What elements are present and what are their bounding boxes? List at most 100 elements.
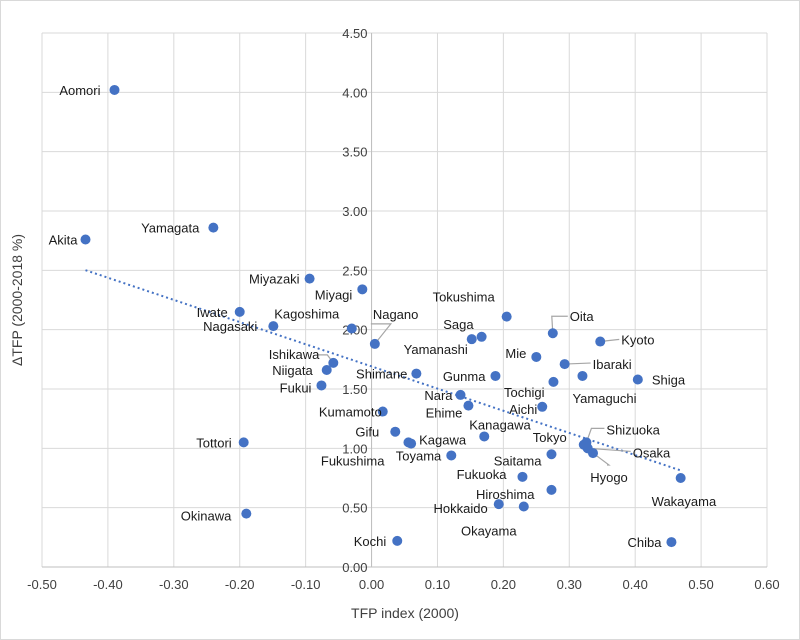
leader-line <box>551 315 568 334</box>
y-tick-label: 3.50 <box>342 145 367 160</box>
data-label-mie: Mie <box>505 346 526 361</box>
data-label-hiroshima: Hiroshima <box>476 487 535 502</box>
data-label-kagoshima: Kagoshima <box>274 306 340 321</box>
data-point-nagasaki <box>268 321 279 332</box>
data-label-shimane: Shimane <box>356 367 407 382</box>
data-label-shizuoka: Shizuoka <box>606 422 660 437</box>
x-tick-label: 0.30 <box>557 577 582 592</box>
x-tick-label: -0.50 <box>27 577 57 592</box>
data-label-yamanashi: Yamanashi <box>404 342 468 357</box>
data-label-okinawa: Okinawa <box>181 509 232 524</box>
data-label-fukui: Fukui <box>280 380 312 395</box>
x-tick-label: 0.10 <box>425 577 450 592</box>
data-point-akita <box>80 234 91 245</box>
data-label-hokkaido: Hokkaido <box>434 501 488 516</box>
x-tick-label: 0.60 <box>754 577 779 592</box>
data-label-kyoto: Kyoto <box>621 333 654 348</box>
tick-labels: -0.50 -0.40 -0.30 -0.20 -0.10 0.00 0.10 0.20 0.3… <box>27 26 779 592</box>
data-label-saga: Saga <box>443 317 474 332</box>
data-point-iwate <box>234 306 245 317</box>
data-label-fukushima: Fukushima <box>321 453 385 468</box>
data-point-chiba <box>666 537 677 548</box>
data-label-fukuoka: Fukuoka <box>457 467 508 482</box>
data-point-ishikawa <box>328 357 339 368</box>
data-point-nara <box>455 389 466 400</box>
data-point-aichi <box>537 401 548 412</box>
data-point-ibaraki <box>559 359 570 370</box>
data-point-kanagawa <box>479 431 490 442</box>
y-tick-label: 1.00 <box>342 441 367 456</box>
data-label-gifu: Gifu <box>355 425 379 440</box>
data-points <box>80 84 686 548</box>
data-label-kagawa: Kagawa <box>419 433 467 448</box>
data-label-yamagata: Yamagata <box>141 221 200 236</box>
data-label-oita: Oita <box>570 309 595 324</box>
x-axis-title: TFP index (2000) <box>351 605 459 621</box>
data-label-nagasaki: Nagasaki <box>203 319 257 334</box>
data-point-fukui <box>316 380 327 391</box>
x-tick-label: -0.10 <box>291 577 321 592</box>
data-label-tochigi: Tochigi <box>504 385 545 400</box>
data-label-kochi: Kochi <box>354 534 387 549</box>
x-tick-label: 0.40 <box>623 577 648 592</box>
data-point-tochigi <box>548 376 559 387</box>
axes <box>42 33 767 568</box>
y-tick-label: 0.00 <box>342 560 367 575</box>
data-point-yamanashi <box>466 334 477 345</box>
data-point-nagano <box>369 338 380 349</box>
data-label-miyagi: Miyagi <box>315 287 353 302</box>
y-tick-label: 4.50 <box>342 26 367 41</box>
data-label-tokushima: Tokushima <box>433 290 496 305</box>
data-label-nagano: Nagano <box>373 307 419 322</box>
data-label-aomori: Aomori <box>59 83 100 98</box>
data-point-shiga <box>632 374 643 385</box>
data-point-gunma <box>490 370 501 381</box>
data-label-kanagawa: Kanagawa <box>469 417 531 432</box>
data-point-fukuoka <box>517 471 528 482</box>
y-tick-label: 0.50 <box>342 501 367 516</box>
data-point-hiroshima <box>546 484 557 495</box>
x-tick-label: -0.20 <box>225 577 255 592</box>
data-label-okayama: Okayama <box>461 523 517 538</box>
data-label-iwate: Iwate <box>197 305 228 320</box>
leader-line <box>564 362 591 365</box>
data-point-aomori <box>109 84 120 95</box>
data-point-miyagi <box>357 284 368 295</box>
data-point-oita <box>547 328 558 339</box>
data-label-toyama: Toyama <box>396 448 442 463</box>
x-tick-label: 0.00 <box>359 577 384 592</box>
data-point-ehime <box>463 400 474 411</box>
x-tick-label: 0.20 <box>491 577 516 592</box>
data-label-gunma: Gunma <box>443 369 486 384</box>
data-label-ibaraki: Ibaraki <box>593 357 632 372</box>
data-point-tottori <box>238 437 249 448</box>
data-label-tokyo: Tokyo <box>533 430 567 445</box>
data-label-nara: Nara <box>424 388 453 403</box>
data-point-gifu <box>390 426 401 437</box>
data-point-kumamoto <box>377 406 388 417</box>
data-label-shiga: Shiga <box>652 373 686 388</box>
y-tick-label: 4.00 <box>342 85 367 100</box>
gridlines <box>41 32 768 568</box>
data-label-ishikawa: Ishikawa <box>269 347 320 362</box>
data-label-niigata: Niigata <box>272 363 313 378</box>
data-point-okayama <box>518 501 529 512</box>
data-point-miyazaki <box>304 273 315 284</box>
data-point-niigata <box>321 365 332 376</box>
data-label-yamaguchi: Yamaguchi <box>572 391 636 406</box>
y-tick-label: 1.50 <box>342 382 367 397</box>
data-point-hyogo <box>588 448 598 459</box>
leader-line <box>370 323 393 345</box>
data-label-tottori: Tottori <box>196 435 232 450</box>
data-point-yamaguchi <box>577 370 588 381</box>
data-point-okinawa <box>241 508 252 519</box>
data-point-toyama <box>446 450 457 461</box>
data-point-wakayama <box>675 473 686 483</box>
data-label-chiba: Chiba <box>627 535 662 550</box>
data-label-ehime: Ehime <box>426 406 463 421</box>
data-label-saitama: Saitama <box>494 453 542 468</box>
data-label-miyazaki: Miyazaki <box>249 272 300 287</box>
data-point-kochi <box>392 535 403 546</box>
x-tick-label: -0.40 <box>93 577 123 592</box>
data-point-hokkaido <box>493 499 504 510</box>
